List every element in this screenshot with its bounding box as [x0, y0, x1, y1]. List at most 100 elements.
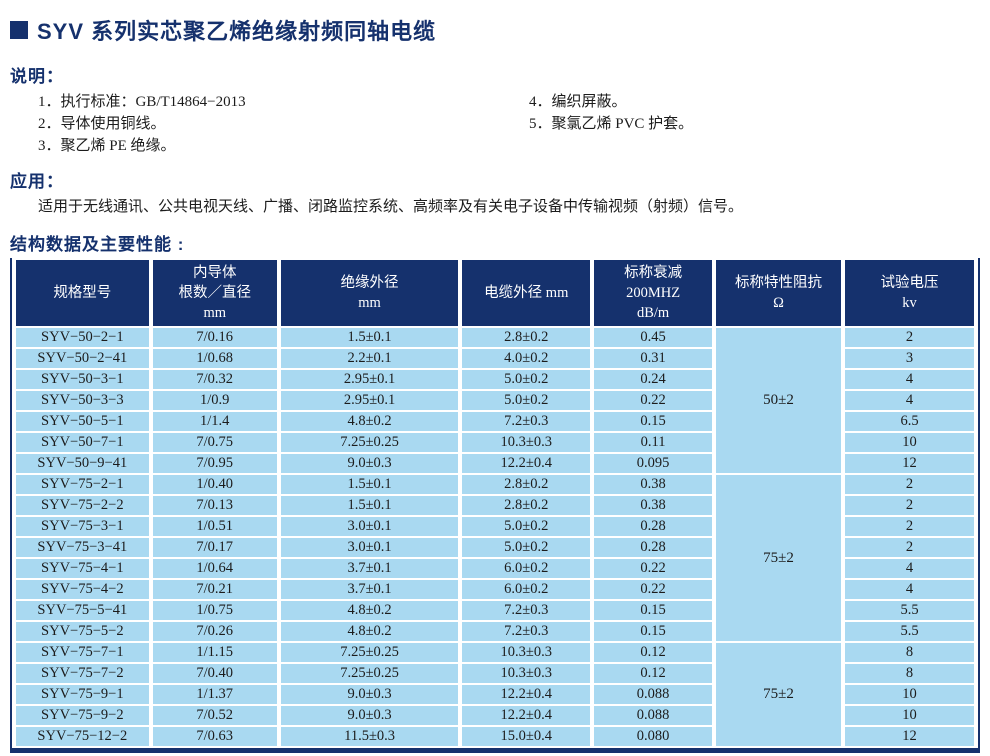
cell-conductor: 1/0.68 [152, 349, 277, 368]
page-title-row: SYV 系列实芯聚乙烯绝缘射频同轴电缆 [10, 14, 980, 46]
cell-conductor: 7/0.26 [152, 622, 277, 641]
table-row: SYV−75−12−2 7/0.63 11.5±0.3 15.0±0.4 0.080 12 [16, 727, 974, 746]
cell-insulation-od: 7.25±0.25 [280, 664, 459, 683]
table-row: SYV−50−9−41 7/0.95 9.0±0.3 12.2±0.4 0.095 12 [16, 454, 974, 473]
table-row: SYV−75−5−41 1/0.75 4.8±0.2 7.2±0.3 0.15 5.5 [16, 601, 974, 620]
cell-model: SYV−50−2−41 [16, 349, 149, 368]
cell-attenuation: 0.28 [594, 517, 712, 536]
cell-cable-od: 7.2±0.3 [462, 622, 591, 641]
cell-test-voltage: 4 [845, 580, 974, 599]
column-header-4: 标称衰减 200MHZ dB/m [594, 260, 712, 326]
cell-attenuation: 0.11 [594, 433, 712, 452]
cell-test-voltage: 4 [845, 391, 974, 410]
cell-insulation-od: 1.5±0.1 [280, 328, 459, 347]
cell-insulation-od: 9.0±0.3 [280, 685, 459, 704]
column-header-3: 电缆外径 mm [462, 260, 591, 326]
description-list-left: 1．执行标准：GB/T14864−2013 2．导体使用铜线。 3．聚乙烯 PE… [10, 91, 520, 157]
cell-model: SYV−50−7−1 [16, 433, 149, 452]
cell-model: SYV−50−5−1 [16, 412, 149, 431]
cell-conductor: 7/0.13 [152, 496, 277, 515]
cell-attenuation: 0.12 [594, 643, 712, 662]
cell-conductor: 7/0.63 [152, 727, 277, 746]
cell-attenuation: 0.31 [594, 349, 712, 368]
cell-attenuation: 0.12 [594, 664, 712, 683]
cell-impedance: 75±2 [715, 475, 842, 641]
cell-test-voltage: 8 [845, 664, 974, 683]
cell-attenuation: 0.28 [594, 538, 712, 557]
cell-test-voltage: 4 [845, 370, 974, 389]
cell-insulation-od: 4.8±0.2 [280, 601, 459, 620]
description-heading: 说明： [10, 67, 64, 86]
cell-conductor: 7/0.95 [152, 454, 277, 473]
column-header-0: 规格型号 [16, 260, 149, 326]
cell-attenuation: 0.45 [594, 328, 712, 347]
cell-conductor: 1/0.75 [152, 601, 277, 620]
cell-test-voltage: 2 [845, 328, 974, 347]
column-header-1: 内导体 根数／直径 mm [152, 260, 277, 326]
cell-model: SYV−50−9−41 [16, 454, 149, 473]
table-row: SYV−75−2−2 7/0.13 1.5±0.1 2.8±0.2 0.38 2 [16, 496, 974, 515]
table-row: SYV−50−3−3 1/0.9 2.95±0.1 5.0±0.2 0.22 4 [16, 391, 974, 410]
cell-test-voltage: 2 [845, 517, 974, 536]
cell-attenuation: 0.15 [594, 601, 712, 620]
cell-insulation-od: 1.5±0.1 [280, 496, 459, 515]
cell-test-voltage: 12 [845, 727, 974, 746]
cell-cable-od: 2.8±0.2 [462, 475, 591, 494]
cell-insulation-od: 2.95±0.1 [280, 370, 459, 389]
cell-cable-od: 7.2±0.3 [462, 412, 591, 431]
cell-insulation-od: 3.7±0.1 [280, 580, 459, 599]
cell-model: SYV−50−3−3 [16, 391, 149, 410]
cell-model: SYV−75−9−2 [16, 706, 149, 725]
table-row: SYV−75−2−1 1/0.40 1.5±0.1 2.8±0.2 0.38 75±2 2 [16, 475, 974, 641]
title-square-bullet-icon [10, 21, 28, 39]
table-row: SYV−50−5−1 1/1.4 4.8±0.2 7.2±0.3 0.15 6.5 [16, 412, 974, 431]
table-heading: 结构数据及主要性能 : [10, 235, 185, 254]
cell-model: SYV−75−7−2 [16, 664, 149, 683]
cell-cable-od: 2.8±0.2 [462, 328, 591, 347]
cell-conductor: 7/0.21 [152, 580, 277, 599]
cell-model: SYV−75−5−41 [16, 601, 149, 620]
cell-model: SYV−75−3−41 [16, 538, 149, 557]
description-list: 1．执行标准：GB/T14864−2013 2．导体使用铜线。 3．聚乙烯 PE… [10, 91, 980, 157]
cell-cable-od: 4.0±0.2 [462, 349, 591, 368]
cell-attenuation: 0.088 [594, 685, 712, 704]
cell-model: SYV−75−12−2 [16, 727, 149, 746]
cell-cable-od: 2.8±0.2 [462, 496, 591, 515]
cell-conductor: 7/0.32 [152, 370, 277, 389]
cell-cable-od: 6.0±0.2 [462, 559, 591, 578]
cell-cable-od: 7.2±0.3 [462, 601, 591, 620]
table-row: SYV−75−9−1 1/1.37 9.0±0.3 12.2±0.4 0.088 10 [16, 685, 974, 704]
cell-test-voltage: 5.5 [845, 601, 974, 620]
spec-table-container: 规格型号 内导体 根数／直径 mm 绝缘外径 mm 电缆外径 mm 标称衰减 200MHZ dB/… [10, 258, 980, 753]
cell-insulation-od: 2.95±0.1 [280, 391, 459, 410]
cell-conductor: 7/0.16 [152, 328, 277, 347]
table-row: SYV−75−4−2 7/0.21 3.7±0.1 6.0±0.2 0.22 4 [16, 580, 974, 599]
cell-attenuation: 0.095 [594, 454, 712, 473]
description-item: 5．聚氯乙烯 PVC 护套。 [529, 116, 694, 132]
cell-insulation-od: 3.0±0.1 [280, 517, 459, 536]
cell-test-voltage: 10 [845, 433, 974, 452]
table-row: SYV−50−2−1 7/0.16 1.5±0.1 2.8±0.2 0.45 50±2 2 [16, 328, 974, 473]
cell-test-voltage: 3 [845, 349, 974, 368]
cell-insulation-od: 7.25±0.25 [280, 433, 459, 452]
cell-cable-od: 5.0±0.2 [462, 517, 591, 536]
cell-insulation-od: 4.8±0.2 [280, 412, 459, 431]
table-row: SYV−75−7−1 1/1.15 7.25±0.25 10.3±0.3 0.12 75±… [16, 643, 974, 746]
cell-test-voltage: 10 [845, 685, 974, 704]
cell-cable-od: 10.3±0.3 [462, 664, 591, 683]
cell-attenuation: 0.22 [594, 580, 712, 599]
cell-conductor: 7/0.52 [152, 706, 277, 725]
cell-test-voltage: 4 [845, 559, 974, 578]
table-row: SYV−75−5−2 7/0.26 4.8±0.2 7.2±0.3 0.15 5.5 [16, 622, 974, 641]
cell-cable-od: 10.3±0.3 [462, 643, 591, 662]
table-row: SYV−50−2−41 1/0.68 2.2±0.1 4.0±0.2 0.31 3 [16, 349, 974, 368]
spec-table: 规格型号 内导体 根数／直径 mm 绝缘外径 mm 电缆外径 mm 标称衰减 200MHZ dB/… [12, 258, 978, 748]
cell-test-voltage: 6.5 [845, 412, 974, 431]
cell-cable-od: 10.3±0.3 [462, 433, 591, 452]
cell-conductor: 1/1.37 [152, 685, 277, 704]
cell-attenuation: 0.15 [594, 412, 712, 431]
table-row: SYV−75−3−1 1/0.51 3.0±0.1 5.0±0.2 0.28 2 [16, 517, 974, 536]
table-row: SYV−50−7−1 7/0.75 7.25±0.25 10.3±0.3 0.11 10 [16, 433, 974, 452]
cell-cable-od: 5.0±0.2 [462, 538, 591, 557]
